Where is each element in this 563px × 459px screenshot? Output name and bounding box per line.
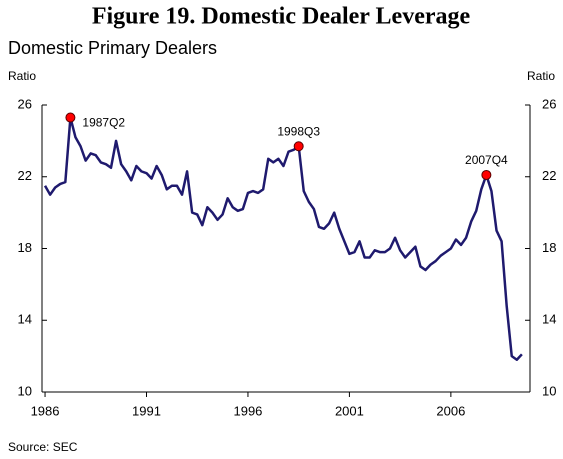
y2-tick-label: 26 — [542, 96, 556, 111]
x-tick-label: 2001 — [335, 403, 364, 418]
y-tick-label: 22 — [18, 168, 32, 183]
y-tick-label: 14 — [18, 312, 32, 327]
chart-subtitle: Domestic Primary Dealers — [8, 38, 217, 58]
y2-tick-label: 18 — [542, 240, 556, 255]
annotation-label: 2007Q4 — [465, 153, 508, 167]
y-axis-label: Ratio — [8, 69, 36, 83]
x-tick-label: 1996 — [233, 403, 262, 418]
y2-tick-label: 22 — [542, 168, 556, 183]
y2-tick-label: 10 — [542, 383, 556, 398]
source-note: Source: SEC — [8, 440, 78, 454]
y2-axis-label: Ratio — [527, 69, 555, 83]
annotation-marker — [481, 169, 492, 180]
annotation-label: 1987Q2 — [82, 116, 125, 130]
x-tick-label: 1986 — [31, 403, 60, 418]
annotation-label: 1998Q3 — [277, 124, 320, 138]
y2-tick-label: 14 — [542, 312, 556, 327]
y-tick-label: 18 — [18, 240, 32, 255]
annotation-marker — [65, 112, 76, 123]
x-tick-label: 2006 — [436, 403, 465, 418]
data-line — [43, 116, 523, 361]
chart-title: Figure 19. Domestic Dealer Leverage — [92, 4, 471, 30]
y-tick-label: 26 — [18, 96, 32, 111]
y-tick-label: 10 — [18, 383, 32, 398]
annotation-marker — [293, 141, 304, 152]
x-tick-label: 1991 — [132, 403, 161, 418]
